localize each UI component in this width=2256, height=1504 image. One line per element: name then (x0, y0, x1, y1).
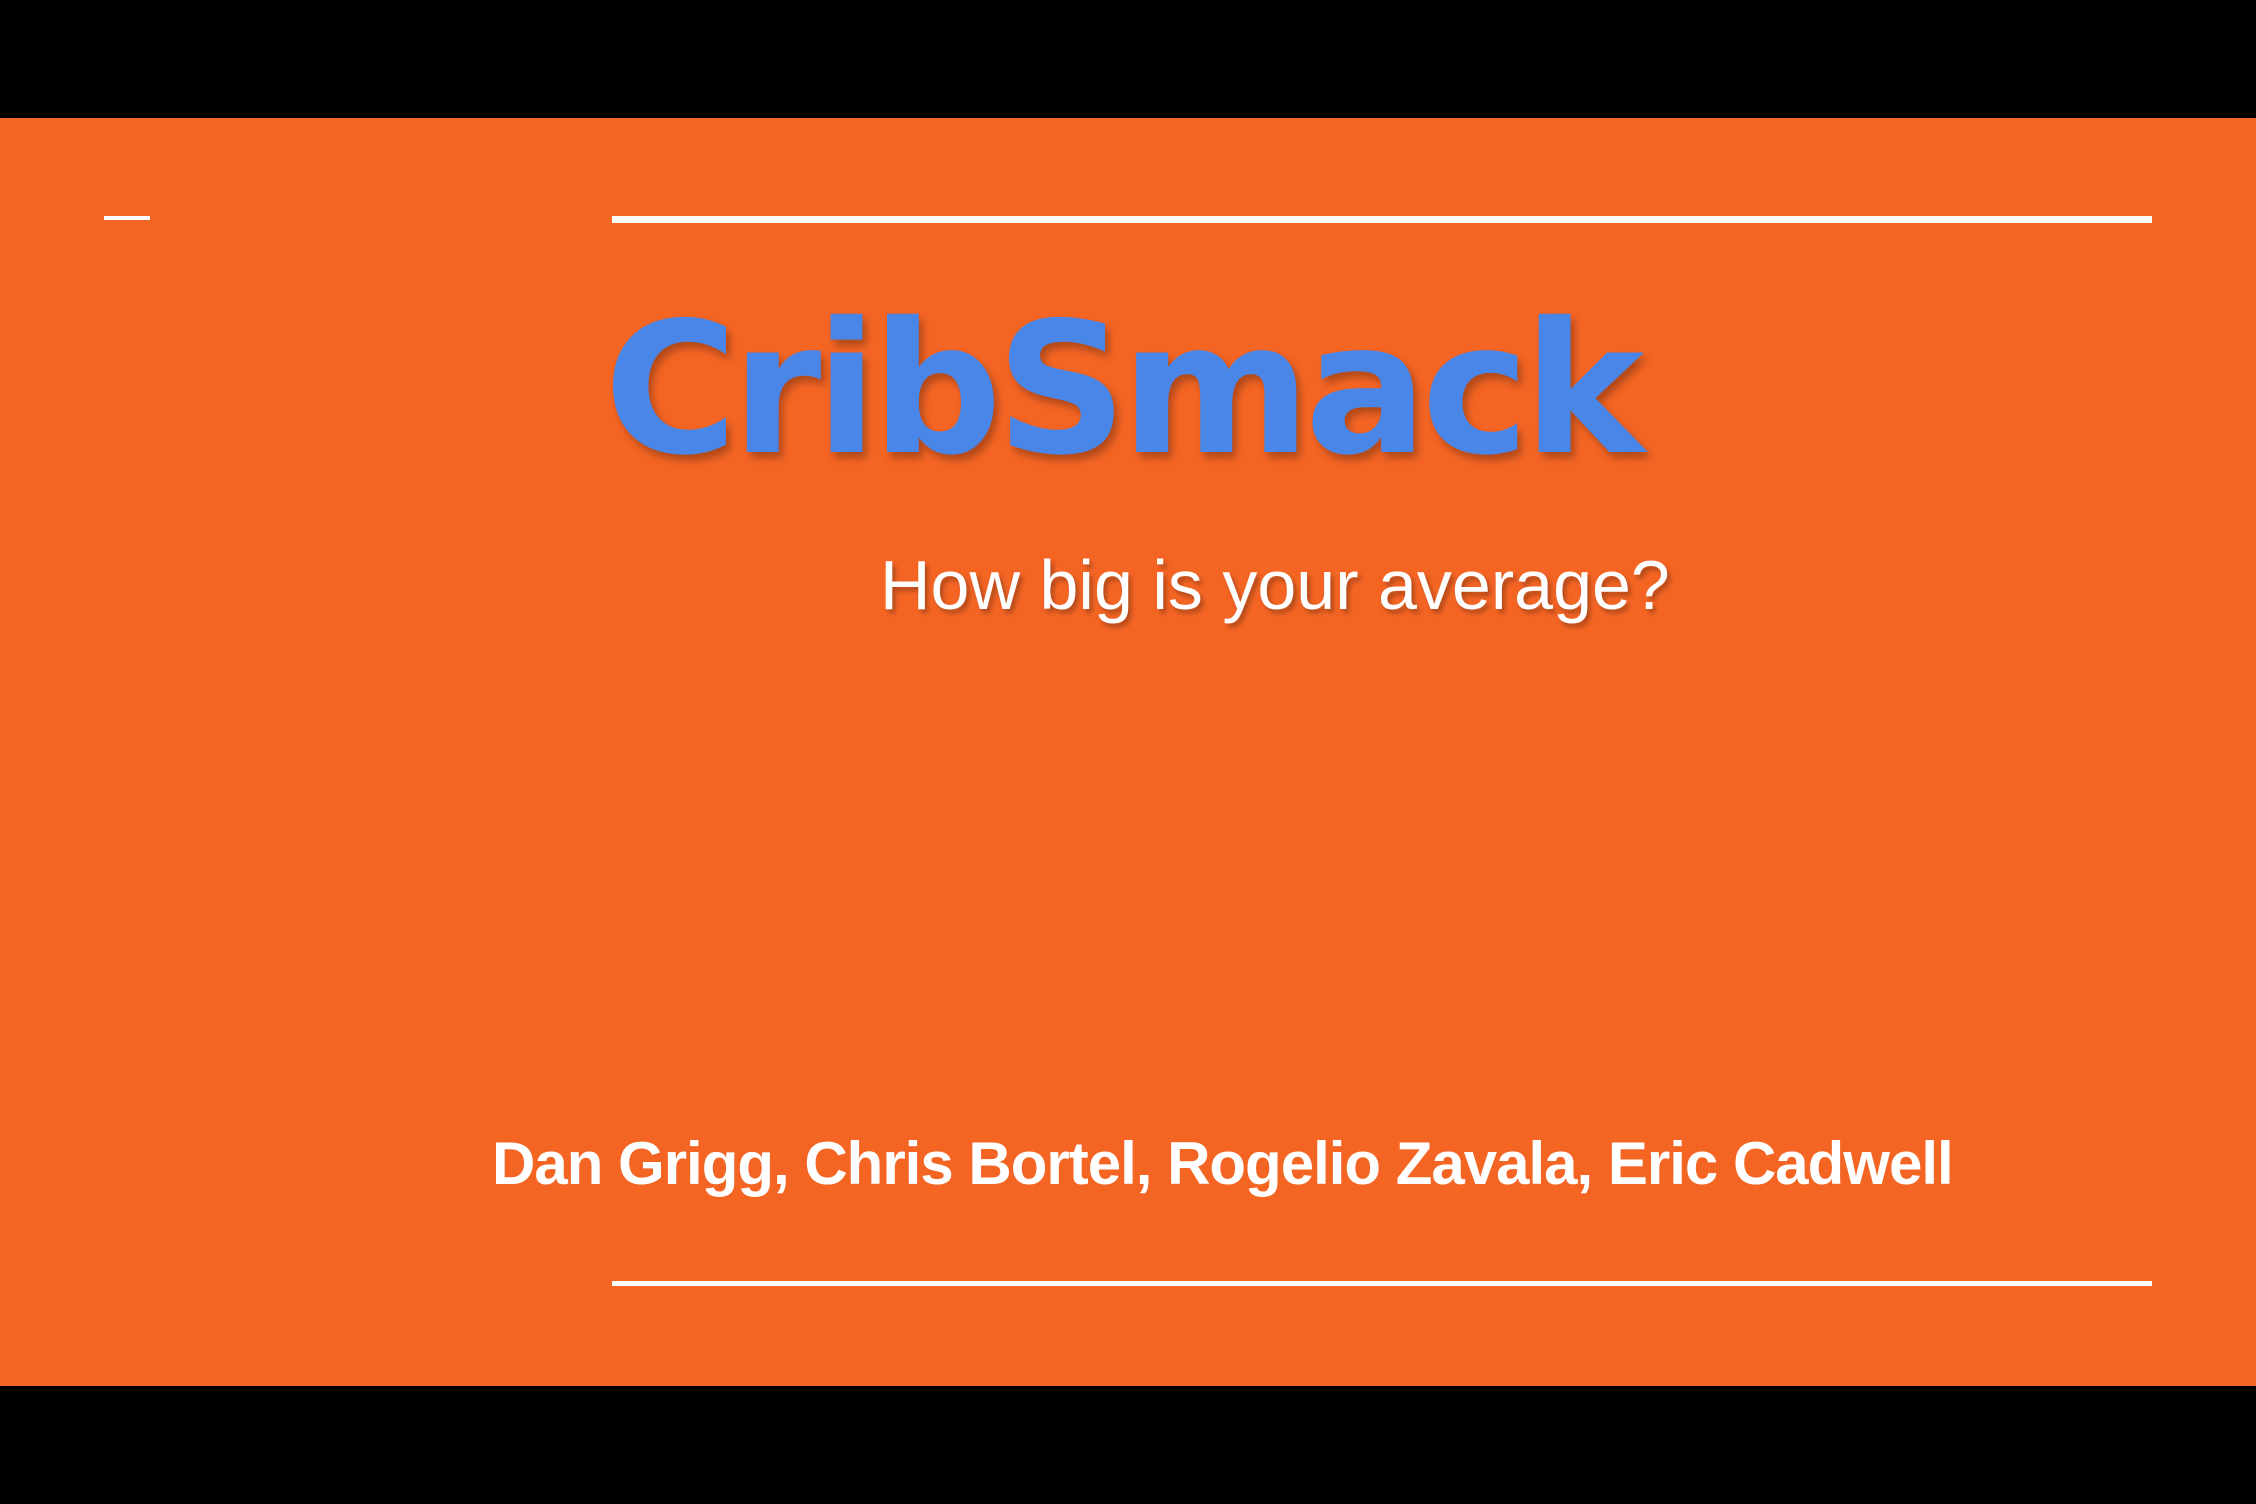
slide-subtitle: How big is your average? (880, 546, 1670, 624)
top-divider-line (612, 216, 2152, 223)
bottom-divider-line (612, 1281, 2152, 1286)
corner-accent-line (104, 216, 150, 220)
slide-authors: Dan Grigg, Chris Bortel, Rogelio Zavala,… (492, 1130, 1954, 1197)
title-slide[interactable]: CribSmack How big is your average? Dan G… (0, 118, 2256, 1386)
slide-title: CribSmack (604, 283, 1644, 495)
